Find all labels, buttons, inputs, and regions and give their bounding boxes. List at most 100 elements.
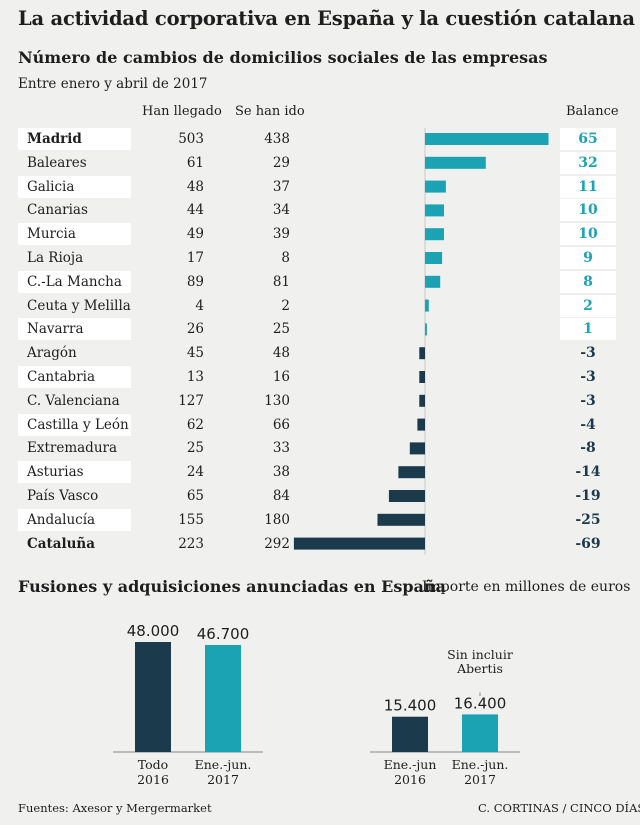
region-label: La Rioja [27,250,84,266]
balance-value: -14 [575,464,601,481]
balance-value: -4 [580,416,596,433]
column-header-left: Se han ido [235,104,305,119]
balance-value: 65 [578,131,598,147]
row-band [18,128,131,150]
balance-bar [425,275,441,288]
balance-bar [425,299,429,312]
left-value: 84 [272,488,290,504]
arrived-value: 49 [186,226,204,243]
balance-value: 8 [583,273,593,290]
balance-bar [419,394,425,407]
balance-value: -3 [580,369,596,385]
balance-value: -25 [575,511,601,528]
annotation-label: Sin incluir [447,647,513,662]
balance-value: 32 [578,154,598,171]
merger-bar [205,644,241,752]
left-value: 16 [272,369,290,385]
region-label: Cantabria [27,369,96,385]
merger-value-label: 15.400 [384,697,437,715]
left-value: 66 [272,416,290,433]
mergers-title: Fusiones y adquisiciones anunciadas en E… [18,577,446,596]
balance-value: 11 [578,178,598,195]
arrived-value: 48 [186,178,204,195]
left-value: 81 [272,273,290,290]
column-header-arrived: Han llegado [142,104,222,119]
balance-value: 10 [578,202,598,219]
merger-category-label: Ene.-jun. [195,757,252,772]
balance-value: -19 [575,488,601,504]
left-value: 180 [264,511,290,528]
balance-value: 1 [583,321,593,338]
balance-box [560,318,616,341]
left-value: 292 [264,535,290,552]
merger-bar [462,714,498,752]
left-value: 39 [272,226,290,243]
balance-box [560,151,616,174]
region-label: Asturias [27,464,84,481]
mergers-unit-note: Importe en millones de euros [422,579,631,595]
arrived-value: 89 [186,273,204,290]
left-value: 25 [272,321,290,338]
arrived-value: 61 [186,154,204,171]
left-value: 8 [281,250,290,266]
page-title: La actividad corporativa en España y la … [18,7,635,30]
region-label: Galicia [27,178,75,195]
merger-value-label: 48.000 [127,622,180,640]
balance-bar [425,133,549,145]
row-band [18,413,131,436]
merger-category-label: Todo [138,757,168,772]
arrived-value: 25 [186,440,204,457]
balance-value: 2 [583,297,593,314]
arrived-value: 17 [186,250,204,266]
arrived-value: 44 [186,202,204,219]
balance-bar [398,466,425,479]
left-value: 29 [272,154,290,171]
arrived-value: 127 [178,392,204,409]
balance-bar [425,252,443,264]
arrived-value: 45 [186,345,204,362]
left-value: 130 [264,392,290,409]
row-band [18,318,131,341]
arrived-value: 62 [186,416,204,433]
merger-category-label: 2017 [207,772,239,787]
balance-value: -69 [575,535,601,552]
region-label: Madrid [27,131,82,147]
merger-category-label: 2016 [137,772,169,787]
balance-bar [388,490,425,502]
region-label: País Vasco [27,488,99,504]
row-band [18,223,131,246]
balance-box [560,175,616,198]
region-label: C.-La Mancha [27,273,122,290]
merger-category-label: 2016 [394,772,426,787]
merger-category-label: Ene.-jun. [452,757,509,772]
left-value: 38 [272,464,290,481]
balance-bar [417,418,425,431]
row-band [18,461,131,484]
left-value: 438 [264,131,290,147]
arrived-value: 26 [186,321,204,338]
balance-bar [377,513,425,526]
left-value: 34 [272,202,290,219]
region-label: Ceuta y Melilla [27,297,131,314]
balance-box [560,128,616,150]
left-value: 37 [272,178,290,195]
row-band [18,175,131,198]
balance-box [560,247,616,269]
region-label: Aragón [27,345,77,362]
row-band [18,270,131,293]
region-label: Andalucía [27,511,96,528]
left-value: 33 [272,440,290,457]
sources: Fuentes: Axesor y Mergermarket [18,801,212,815]
balance-value: -3 [580,345,596,362]
balance-bar [425,156,486,169]
merger-value-label: 46.700 [197,625,250,643]
merger-category-label: Ene.-jun [384,757,437,772]
balance-value: 10 [578,226,598,243]
region-label: Murcia [27,226,76,243]
region-label: C. Valenciana [27,392,120,409]
balance-value: -8 [580,440,596,457]
balance-bar [409,442,425,455]
balance-box [560,270,616,293]
